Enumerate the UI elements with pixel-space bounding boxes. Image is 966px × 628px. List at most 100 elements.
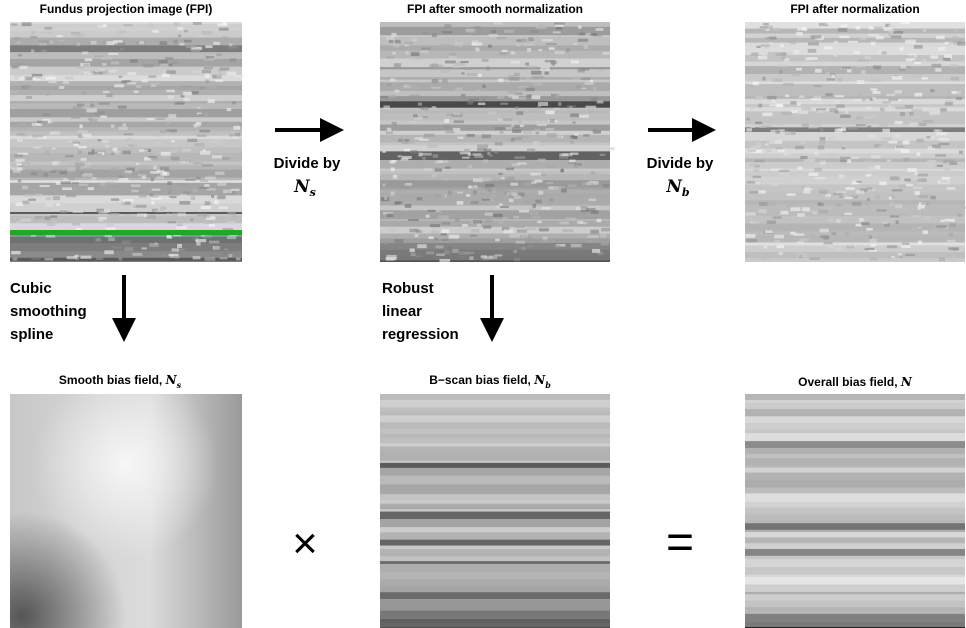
pixel-band [190,218,193,220]
pixel-band [168,190,171,194]
pixel-band [82,133,92,136]
pixel-band [152,133,161,136]
pixel-band [584,45,589,49]
pixel-band [429,64,433,67]
pixel-band [441,233,447,235]
pixel-band [747,118,750,121]
pixel-band [430,224,440,227]
pixel-band [914,93,922,97]
pixel-band [918,174,928,177]
pixel-band [835,110,839,113]
pixel-band [68,168,75,172]
pixel-band [75,163,85,167]
pixel-band [380,564,610,571]
pixel-band [160,41,168,45]
pixel-band [22,22,32,26]
pixel-band [416,255,423,257]
pixel-band [380,556,610,561]
pixel-band [555,95,559,98]
pixel-band [826,72,830,75]
pixel-band [142,79,148,82]
pixel-band [106,94,113,97]
pixel-band [839,176,844,179]
pixel-band [835,247,843,250]
pixel-band [491,30,496,33]
pixel-band [48,81,56,83]
pixel-band [518,121,522,124]
pixel-band [516,241,526,244]
pixel-band [538,159,546,162]
pixel-band [208,99,215,103]
pixel-band [10,212,242,214]
pixel-band [168,221,176,223]
pixel-band [819,191,827,193]
pixel-band [745,454,965,458]
pixel-band [776,245,784,248]
pixel-band [166,213,170,215]
pixel-band [765,143,769,145]
pixel-band [147,118,154,120]
pixel-band [930,89,935,92]
pixel-band [106,182,115,185]
pixel-band [745,594,965,600]
pixel-band [180,161,189,164]
pixel-band [892,189,903,191]
pixel-band [942,177,950,180]
pixel-band [839,196,842,198]
pixel-band [851,157,859,159]
pixel-band [494,22,503,24]
pixel-band [405,204,411,208]
pixel-band [525,63,529,66]
pixel-band [769,42,773,45]
pixel-band [597,101,604,104]
pixel-band [745,493,965,501]
pixel-band [769,141,777,144]
pixel-band [823,242,832,244]
pixel-band [453,113,460,116]
pixel-band [119,178,129,181]
pixel-band [103,24,106,27]
pixel-band [827,78,836,80]
pixel-band [515,92,522,95]
pixel-band [197,135,207,137]
pixel-band [475,90,480,93]
pixel-band [853,51,860,54]
pixel-band [826,194,831,196]
pixel-band [544,72,548,75]
pixel-band [589,111,594,114]
pixel-band [762,125,773,127]
pixel-band [380,80,610,83]
pixel-band [192,237,197,239]
pixel-band [497,96,504,99]
pixel-band [918,226,922,229]
pixel-band [895,121,903,124]
pixel-band [878,49,882,53]
pixel-band [154,152,161,155]
pixel-band [514,156,525,159]
pixel-band [227,72,237,76]
pixel-band [861,38,867,40]
pixel-band [415,234,419,237]
pixel-band [511,51,514,54]
pixel-band [888,30,894,33]
pixel-band [86,109,97,113]
pixel-band [509,234,519,238]
pixel-band [167,236,172,239]
pixel-band [507,192,518,196]
pixel-band [227,108,231,111]
pixel-band [928,164,933,168]
pixel-band [879,146,886,149]
pixel-band [94,72,103,75]
pixel-band [799,255,802,258]
pixel-band [470,234,477,236]
pixel-band [530,30,538,33]
pixel-band [787,249,795,252]
pixel-band [126,138,132,140]
pixel-band [555,25,563,27]
pixel-band [473,220,482,224]
pixel-band [224,248,227,250]
pixel-band [177,224,183,227]
pixel-band [856,224,862,227]
pixel-band [499,221,504,224]
pixel-band [467,73,478,76]
